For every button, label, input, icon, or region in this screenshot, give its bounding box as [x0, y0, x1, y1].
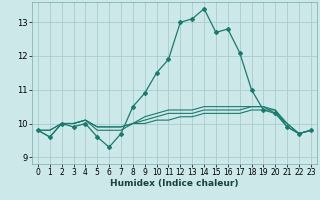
- X-axis label: Humidex (Indice chaleur): Humidex (Indice chaleur): [110, 179, 239, 188]
